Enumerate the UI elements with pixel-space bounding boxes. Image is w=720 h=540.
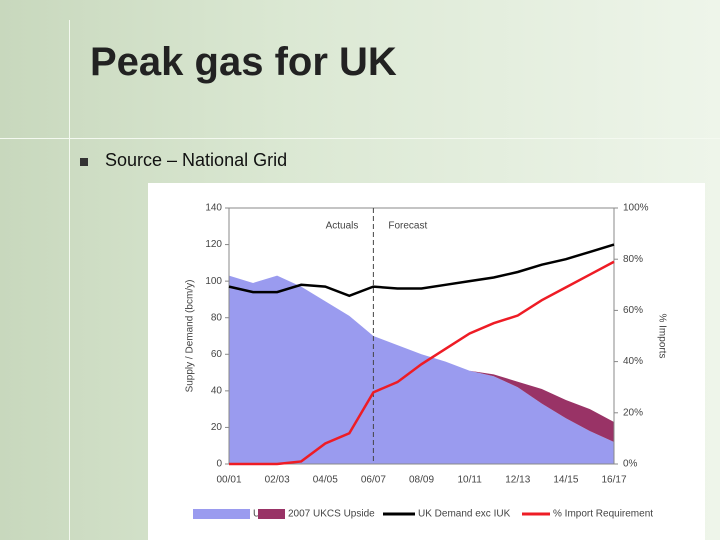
legend-label: UK Demand exc IUK — [418, 509, 511, 520]
y-tick-label: 0 — [216, 459, 222, 470]
slide-title: Peak gas for UK — [90, 40, 397, 84]
annotation: Forecast — [388, 221, 427, 232]
y2-axis-label: % Imports — [656, 313, 667, 358]
y2-tick-label: 20% — [623, 407, 643, 418]
legend-swatch — [258, 509, 285, 519]
x-tick-label: 14/15 — [553, 475, 578, 486]
source-text: Source – National Grid — [105, 150, 288, 170]
x-tick-label: 02/03 — [265, 475, 290, 486]
y2-tick-label: 80% — [623, 254, 643, 265]
y2-tick-label: 40% — [623, 356, 643, 367]
x-tick-label: 04/05 — [313, 475, 338, 486]
y-tick-label: 20 — [211, 422, 223, 433]
legend-label: % Import Requirement — [553, 509, 653, 520]
x-tick-label: 08/09 — [409, 475, 434, 486]
line — [229, 260, 615, 466]
y2-tick-label: 0% — [623, 459, 638, 470]
annotation: Actuals — [326, 221, 359, 232]
x-tick-label: 10/11 — [457, 475, 482, 486]
x-tick-label: 06/07 — [361, 475, 386, 486]
y-tick-label: 100 — [205, 276, 222, 287]
legend-swatch — [193, 509, 250, 519]
legend-label: 2007 UKCS Upside — [288, 509, 375, 520]
x-tick-label: 16/17 — [601, 475, 626, 486]
x-tick-label: 00/01 — [216, 475, 241, 486]
y-axis-label: Supply / Demand (bcm/y) — [185, 280, 196, 393]
y-tick-label: 40 — [211, 385, 223, 396]
y-tick-label: 60 — [211, 349, 223, 360]
line — [228, 243, 615, 298]
decor-line — [0, 138, 720, 139]
y-tick-label: 140 — [205, 203, 222, 214]
x-tick-label: 12/13 — [505, 475, 530, 486]
decor-line — [69, 20, 70, 540]
y-tick-label: 120 — [205, 239, 222, 250]
bullet — [80, 158, 88, 166]
y2-tick-label: 100% — [623, 203, 649, 214]
area — [229, 275, 614, 464]
y2-tick-label: 60% — [623, 305, 643, 316]
plot-frame — [228, 207, 615, 465]
y-tick-label: 80 — [211, 312, 223, 323]
